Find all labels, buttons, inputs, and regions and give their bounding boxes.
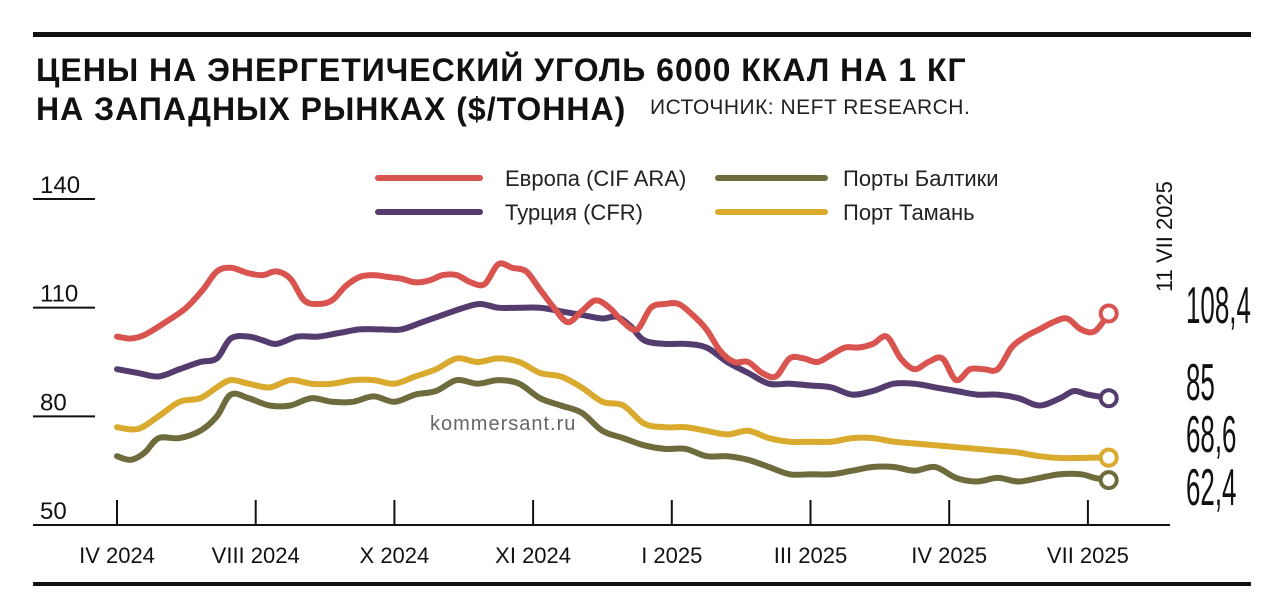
end-value-label-turkey: 85 bbox=[1186, 353, 1215, 411]
y-tick-label: 80 bbox=[40, 389, 67, 416]
chart-title-line-1: ЦЕНЫ НА ЭНЕРГЕТИЧЕСКИЙ УГОЛЬ 6000 ККАЛ Н… bbox=[36, 52, 967, 88]
chart-title-line-2: НА ЗАПАДНЫХ РЫНКАХ ($/ТОННА) bbox=[36, 91, 627, 127]
bottom-rule bbox=[33, 582, 1251, 586]
series-line-turkey bbox=[114, 301, 1112, 409]
top-rule bbox=[33, 32, 1251, 37]
y-tick-label: 140 bbox=[40, 172, 80, 199]
end-labels: 108,4 85 62,468,6 11 VII 2025 bbox=[1152, 181, 1251, 516]
series-end-marker-taman bbox=[1098, 447, 1119, 468]
series-end-marker-europe bbox=[1098, 303, 1119, 324]
legend-label-europe: Европа (CIF ARA) bbox=[505, 166, 686, 191]
y-tick-label: 110 bbox=[40, 281, 78, 308]
legend-label-baltic: Порты Балтики bbox=[843, 166, 999, 191]
end-value-label-baltic: 62,4 bbox=[1186, 458, 1236, 516]
axes: 140 110 80 50 IV 2024 VIII 2024 X 2024 XI 2024 I… bbox=[33, 172, 1170, 568]
watermark: kommersant.ru bbox=[430, 413, 576, 435]
end-date-label: 11 VII 2025 bbox=[1152, 181, 1177, 292]
chart-source: ИСТОЧНИК: NEFT RESEARCH. bbox=[650, 96, 971, 119]
x-tick-label: X 2024 bbox=[360, 543, 430, 568]
series-line-taman bbox=[114, 355, 1112, 462]
x-tick-label: VII 2025 bbox=[1047, 543, 1129, 568]
series-end-marker-baltic bbox=[1098, 470, 1119, 491]
legend-label-taman: Порт Тамань bbox=[843, 200, 975, 225]
x-tick-label: IV 2024 bbox=[79, 543, 155, 568]
y-tick-label: 50 bbox=[40, 498, 67, 525]
x-tick-label: I 2025 bbox=[641, 543, 702, 568]
end-value-label-taman: 68,6 bbox=[1186, 405, 1236, 463]
end-value-label-europe: 108,4 bbox=[1186, 276, 1251, 334]
x-tick-label: XI 2024 bbox=[495, 543, 571, 568]
series-line-baltic bbox=[114, 376, 1112, 485]
series-line-europe bbox=[114, 260, 1112, 384]
series-end-marker-turkey bbox=[1098, 388, 1119, 409]
x-tick-label: IV 2025 bbox=[911, 543, 987, 568]
x-tick-label: III 2025 bbox=[774, 543, 847, 568]
x-tick-label: VIII 2024 bbox=[212, 543, 300, 568]
legend: Европа (CIF ARA) Турция (CFR) Порты Балтик… bbox=[375, 166, 999, 225]
series-lines bbox=[114, 260, 1119, 491]
legend-label-turkey: Турция (CFR) bbox=[505, 200, 643, 225]
